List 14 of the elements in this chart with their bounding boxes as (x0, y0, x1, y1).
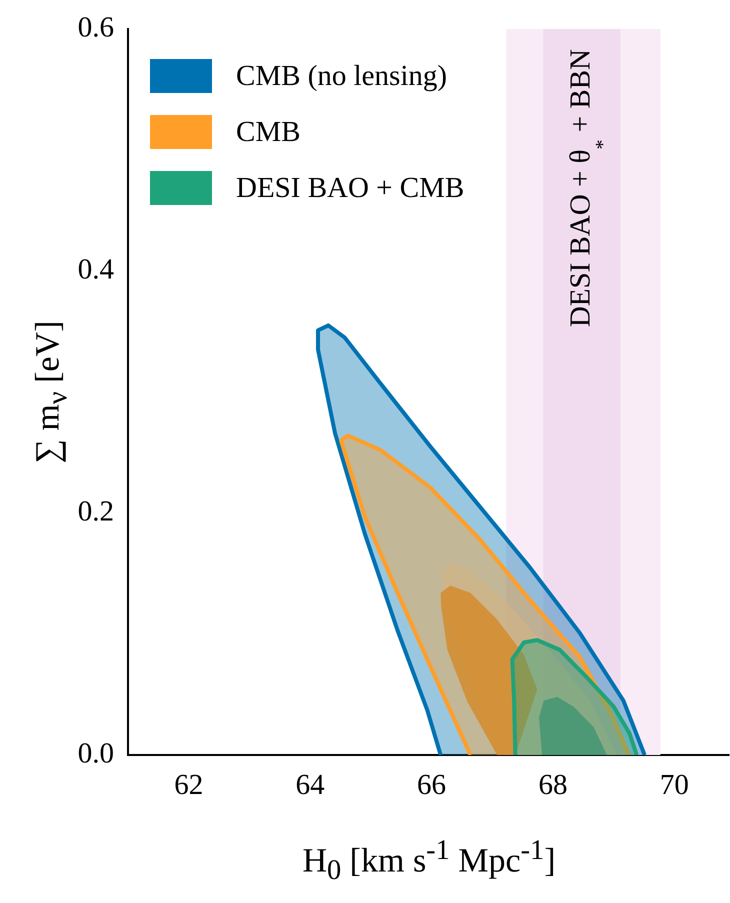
x-tick-label: 64 (296, 769, 326, 802)
x-tick-label: 62 (174, 769, 204, 802)
band-label: DESI BAO + θ* + BBN (564, 48, 614, 328)
x-tick-label: 70 (660, 769, 689, 802)
y-tick-label: 0.2 (78, 496, 114, 528)
legend-label: CMB (236, 116, 300, 148)
legend-label: DESI BAO + CMB (236, 172, 464, 204)
x-tick-label: 66 (417, 769, 446, 802)
y-tick-label: 0.4 (78, 254, 114, 286)
x-tick-label: 68 (538, 769, 568, 802)
legend-label: CMB (no lensing) (236, 60, 448, 92)
y-tick-label: 0.0 (78, 738, 114, 770)
y-tick-label: 0.6 (78, 12, 114, 44)
x-axis-title: H$_{0}$ [km s$^{-1}$ Mpc$^{-1}$] (301, 835, 557, 888)
